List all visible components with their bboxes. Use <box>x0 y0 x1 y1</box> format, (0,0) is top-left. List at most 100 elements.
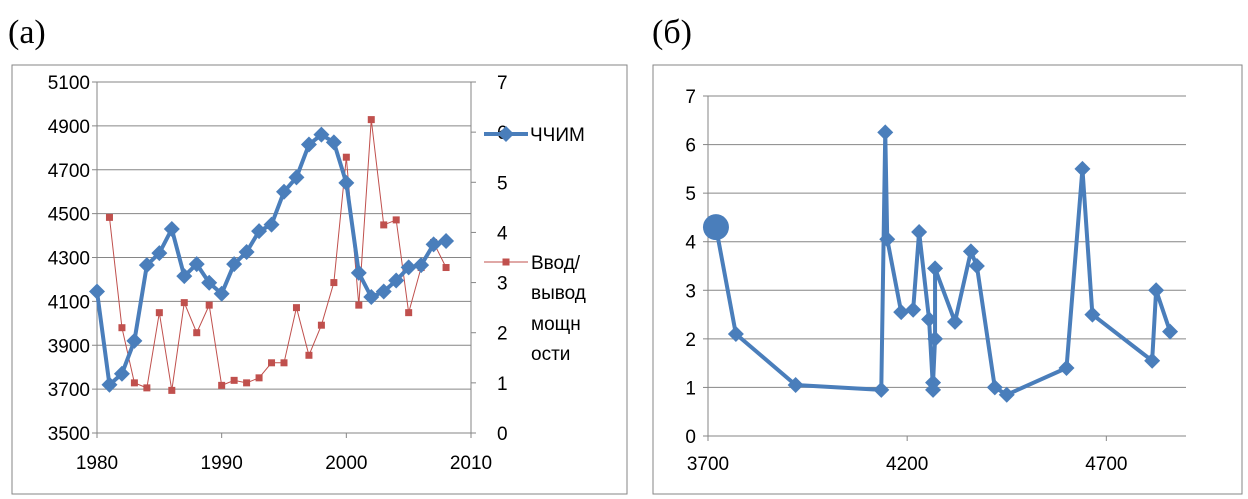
point-chchim <box>400 259 417 276</box>
point-phase <box>946 313 963 330</box>
y-left-tick-label: 3900 <box>48 336 90 357</box>
y-right-tick-label: 0 <box>497 424 508 445</box>
point-input-output <box>330 279 338 287</box>
y-left-tick-label: 4700 <box>48 161 90 182</box>
y-left-tick-label: 3700 <box>48 380 90 401</box>
point-chchim <box>101 376 118 393</box>
point-phase <box>787 377 804 393</box>
point-chchim <box>238 244 255 261</box>
point-phase <box>1144 352 1161 369</box>
y-right-tick-label: 7 <box>497 73 508 94</box>
point-input-output <box>405 309 413 317</box>
point-input-output <box>268 359 276 367</box>
point-phase <box>1162 323 1179 340</box>
series-line-input-output <box>108 119 447 391</box>
y-left-tick-label: 4900 <box>48 117 90 138</box>
point-chchim <box>176 268 193 285</box>
point-phase <box>879 231 896 248</box>
point-phase <box>1148 282 1165 299</box>
point-input-output <box>205 301 213 309</box>
x-tick-label: 3700 <box>687 454 729 475</box>
point-input-output <box>305 351 313 359</box>
y-left-tick-label: 5100 <box>48 73 90 94</box>
point-chchim <box>350 264 367 281</box>
point-chchim <box>188 256 205 273</box>
point-input-output <box>130 379 138 387</box>
y-right-tick-label: 3 <box>497 274 508 295</box>
point-input-output <box>230 376 238 384</box>
point-phase <box>998 386 1015 403</box>
point-chchim <box>213 285 230 302</box>
point-chchim <box>276 183 292 200</box>
point-input-output <box>105 213 113 221</box>
point-chchim <box>163 220 180 237</box>
point-chchim <box>251 223 268 240</box>
point-chchim <box>300 136 317 153</box>
point-phase <box>962 243 979 260</box>
point-input-output <box>218 381 226 389</box>
start-point-marker <box>702 214 729 241</box>
point-chchim <box>126 332 143 349</box>
y-left-tick-label: 3500 <box>48 424 90 445</box>
point-chchim <box>438 233 455 250</box>
y-tick-label: 6 <box>685 136 696 157</box>
legend-label-input-output: мощн <box>531 314 581 335</box>
panel-a-label: (а) <box>8 14 46 51</box>
point-input-output <box>143 384 151 392</box>
point-chchim <box>201 274 218 291</box>
legend-label-chchim: ЧЧИМ <box>530 125 585 146</box>
point-chchim <box>425 236 442 253</box>
point-phase <box>1058 360 1075 376</box>
point-phase <box>925 374 942 391</box>
point-input-output <box>168 386 176 394</box>
x-tick-label: 4700 <box>1085 454 1127 475</box>
y-tick-label: 5 <box>685 184 696 205</box>
point-chchim <box>288 169 305 186</box>
legend-marker-chchim <box>498 126 514 142</box>
y-left-tick-label: 4300 <box>48 249 90 270</box>
point-chchim <box>413 257 430 274</box>
point-chchim <box>338 174 355 191</box>
y-right-tick-label: 1 <box>497 374 508 395</box>
point-input-output <box>255 374 263 382</box>
y-left-tick-label: 4500 <box>48 205 90 226</box>
y-left-tick-label: 4100 <box>48 292 90 313</box>
y-tick-label: 3 <box>685 281 696 302</box>
legend-label-input-output: Ввод/ <box>531 253 581 274</box>
point-input-output <box>342 153 350 161</box>
point-phase <box>893 304 910 321</box>
y-tick-label: 1 <box>685 378 696 399</box>
point-phase <box>911 224 928 240</box>
y-tick-label: 4 <box>685 233 696 254</box>
point-phase <box>968 258 985 274</box>
legend-label-input-output: вывод <box>531 283 586 304</box>
point-phase <box>873 381 890 398</box>
x-tick-label: 1990 <box>201 453 243 474</box>
y-tick-label: 2 <box>685 330 696 351</box>
point-chchim <box>363 288 380 305</box>
point-chchim <box>263 216 280 233</box>
point-input-output <box>380 221 388 229</box>
point-chchim <box>313 126 330 143</box>
y-right-tick-label: 2 <box>497 324 508 345</box>
chart-a: 3500 3700 3900 4100 4300 4500 4700 4900 5100 0 1 2 3… <box>11 64 628 495</box>
point-phase <box>1084 306 1101 323</box>
point-input-output <box>155 309 163 317</box>
point-chchim <box>375 283 392 300</box>
point-chchim <box>113 365 130 382</box>
legend-marker-input-output <box>502 258 510 266</box>
point-chchim <box>325 134 342 151</box>
point-input-output <box>243 379 251 387</box>
x-tick-label: 2010 <box>450 453 492 474</box>
x-tick-label: 2000 <box>325 453 367 474</box>
chart-b-frame <box>652 64 1243 495</box>
point-phase <box>986 379 1003 396</box>
point-phase <box>727 326 744 342</box>
point-phase <box>927 260 944 277</box>
legend-label-input-output: ости <box>531 344 570 365</box>
point-chchim <box>89 283 105 300</box>
chart-a-frame <box>11 64 628 495</box>
point-phase <box>927 330 944 347</box>
series-line-phase <box>714 130 1172 397</box>
